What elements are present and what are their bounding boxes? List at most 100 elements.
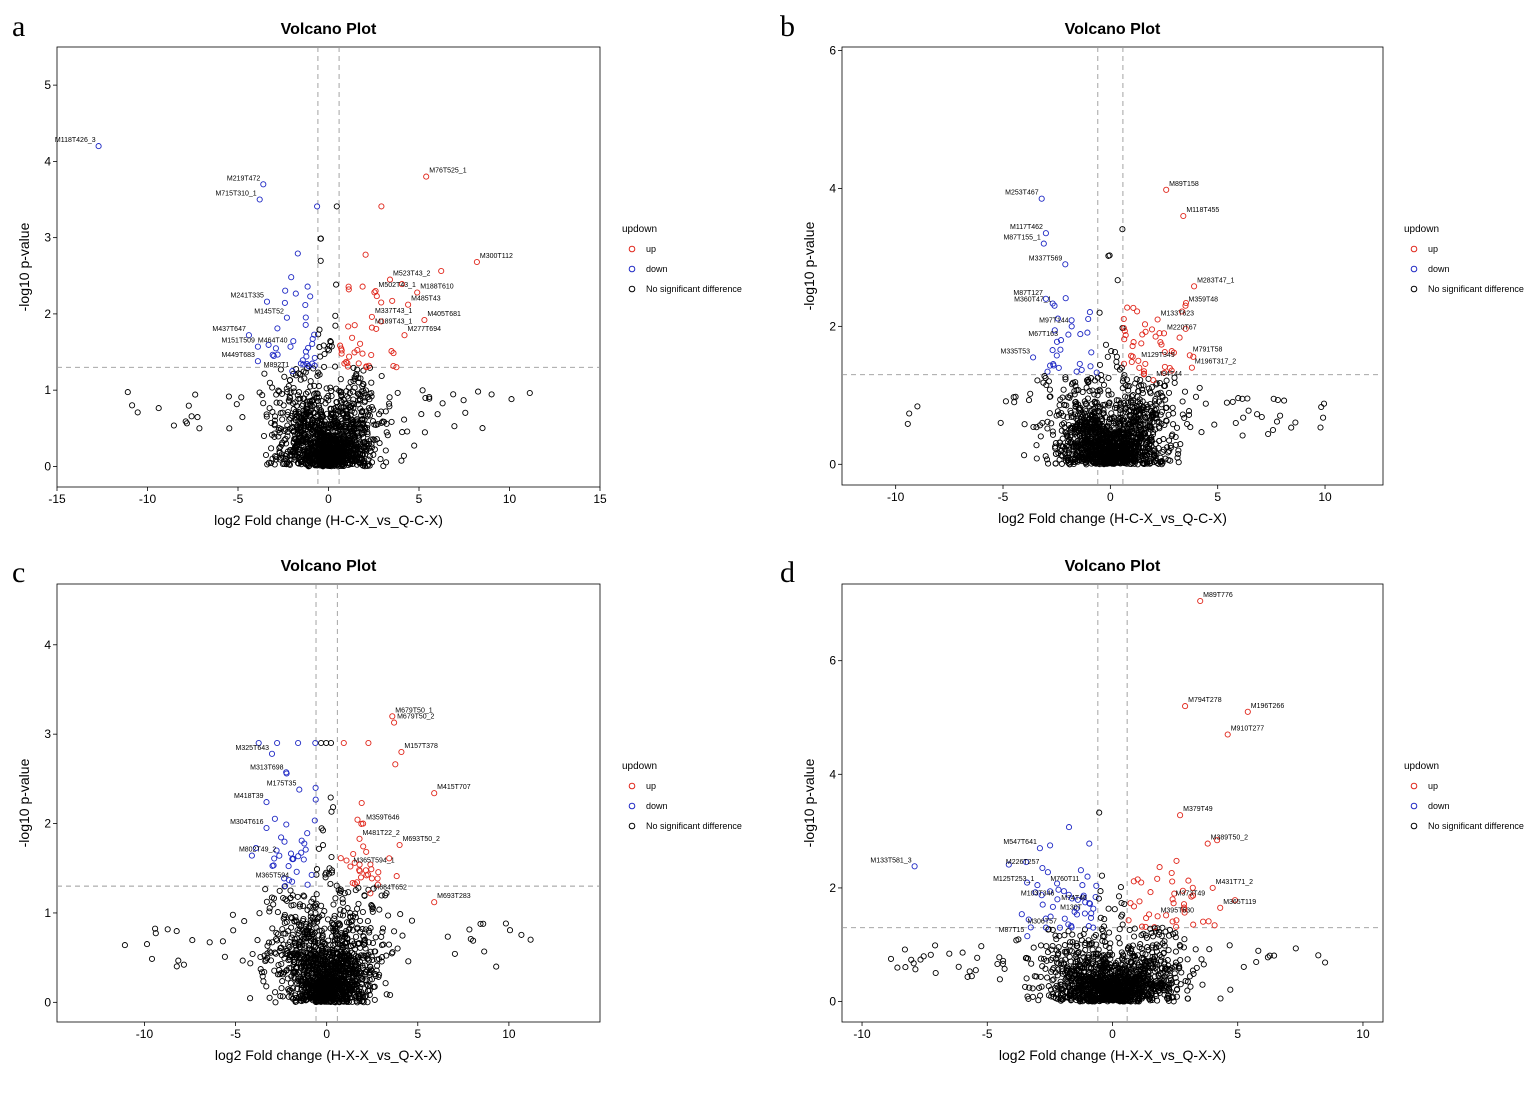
points-layer: [887, 597, 1329, 1005]
ns-point: [307, 913, 314, 920]
ns-point: [1158, 458, 1165, 465]
ns-point: [384, 432, 391, 439]
ns-point: [372, 934, 379, 941]
up-point: [391, 719, 398, 726]
ns-point: [269, 384, 276, 391]
ns-point: [339, 912, 347, 919]
ns-point: [382, 408, 389, 415]
ns-point: [382, 892, 389, 899]
legend-title: updown: [622, 224, 657, 235]
ns-point: [247, 995, 254, 1002]
down-point: [283, 770, 290, 777]
ns-point: [284, 388, 291, 395]
down-point: [298, 849, 305, 856]
ns-point: [280, 915, 287, 922]
ns-point: [314, 918, 321, 925]
ns-point: [336, 423, 343, 430]
ns-point: [434, 411, 441, 418]
up-point: [358, 799, 365, 807]
up-point: [1186, 352, 1193, 359]
ns-point: [276, 887, 283, 894]
ns-point: [325, 392, 332, 399]
ns-point: [319, 942, 326, 950]
x-tick-label: 5: [414, 1027, 421, 1041]
down-point: [307, 293, 314, 300]
point-label: M253T467: [1005, 190, 1039, 197]
ns-point: [261, 968, 268, 976]
ns-point: [259, 973, 266, 980]
down-point: [248, 852, 255, 859]
up-point: [345, 283, 352, 290]
down-point: [1047, 362, 1054, 369]
ns-point: [290, 970, 297, 977]
down-point: [283, 821, 290, 828]
ns-point: [394, 389, 401, 396]
ns-point: [346, 404, 353, 411]
ns-point: [401, 416, 408, 423]
ns-point: [264, 955, 271, 962]
ns-point: [1119, 410, 1126, 417]
ns-point: [300, 407, 307, 414]
up-point: [1121, 336, 1128, 343]
ns-point: [408, 917, 416, 924]
ns-point: [272, 950, 279, 957]
ns-point: [330, 410, 337, 418]
ns-point: [475, 388, 482, 395]
up-point: [337, 342, 344, 349]
ns-point: [286, 398, 293, 405]
ns-point: [356, 433, 363, 440]
ns-point: [1184, 420, 1191, 428]
point-label: M118T426_3: [55, 137, 96, 144]
ns-point: [326, 450, 333, 457]
ns-point: [1021, 452, 1028, 459]
ns-point: [300, 915, 307, 923]
ns-point: [266, 994, 273, 1001]
ns-point: [315, 997, 322, 1004]
ns-point: [300, 971, 307, 978]
ns-point: [294, 426, 301, 434]
ns-point: [349, 388, 357, 395]
ns-point: [317, 459, 324, 466]
ns-point: [1132, 451, 1139, 459]
down-point: [1051, 302, 1058, 309]
ns-point: [241, 918, 248, 925]
ns-point: [1320, 400, 1328, 407]
ns-point: [334, 403, 341, 410]
point-label: M220T67: [1167, 324, 1197, 331]
ns-point: [316, 326, 323, 333]
ns-point: [226, 425, 233, 432]
ns-point: [326, 870, 333, 877]
ns-point: [311, 944, 319, 951]
ns-point: [274, 971, 281, 978]
up-point: [368, 351, 375, 359]
ns-point: [404, 428, 411, 435]
ns-point: [1049, 428, 1056, 435]
panel-letter: a: [12, 10, 25, 43]
ns-point: [1104, 353, 1111, 360]
ns-point: [339, 899, 346, 906]
down-point: [1047, 842, 1054, 849]
ns-point: [314, 397, 322, 405]
ns-point: [338, 461, 345, 468]
ns-point: [333, 410, 340, 418]
ns-point: [264, 461, 271, 468]
up-point: [1182, 302, 1189, 309]
ns-point: [1100, 381, 1108, 389]
ns-point: [303, 928, 310, 936]
ns-point: [148, 955, 156, 962]
ns-point: [375, 973, 382, 980]
ns-point: [294, 453, 301, 460]
ns-point: [385, 941, 393, 948]
ns-point: [310, 365, 317, 372]
down-point: [263, 799, 270, 806]
ns-point: [328, 933, 336, 940]
ns-point: [1137, 410, 1144, 417]
ns-point: [348, 407, 355, 415]
ns-point: [1111, 404, 1118, 411]
ns-point: [1110, 414, 1117, 421]
up-point: [349, 334, 356, 341]
point-label: M118T455: [1186, 207, 1219, 214]
ns-point: [1123, 376, 1130, 383]
ns-point: [1120, 375, 1127, 382]
ns-point: [351, 442, 358, 449]
